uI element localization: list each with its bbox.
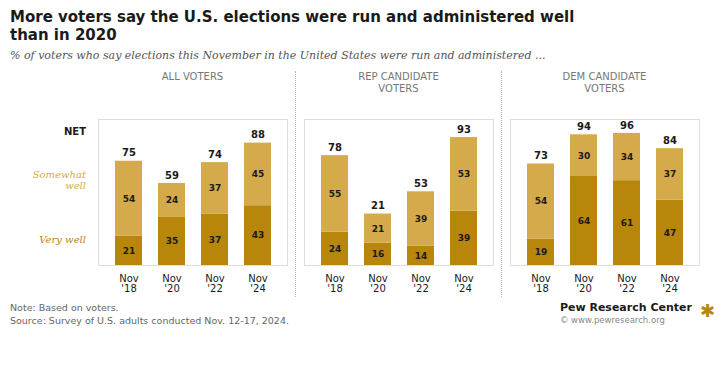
svg-text:Nov'20: Nov'20: [368, 273, 388, 294]
svg-text:88: 88: [251, 129, 265, 140]
svg-text:55: 55: [329, 189, 342, 199]
svg-text:43: 43: [252, 230, 265, 240]
svg-text:73: 73: [534, 150, 548, 161]
svg-text:Nov'24: Nov'24: [248, 273, 268, 294]
svg-text:37: 37: [209, 183, 222, 193]
svg-text:47: 47: [664, 228, 677, 238]
svg-text:Nov'22: Nov'22: [205, 273, 225, 294]
svg-text:Nov'24: Nov'24: [660, 273, 680, 294]
html-text:DEM CANDIDATE VOTERS: DEM CANDIDATE VOTERS: [562, 71, 647, 94]
svg-text:94: 94: [577, 121, 591, 132]
svg-text:14: 14: [415, 251, 428, 261]
svg-text:21: 21: [371, 200, 385, 211]
svg-text:54: 54: [123, 194, 136, 204]
svg-text:37: 37: [664, 169, 677, 179]
svg-text:24: 24: [329, 244, 342, 254]
svg-text:35: 35: [166, 236, 179, 246]
svg-text:64: 64: [578, 216, 591, 226]
svg-text:19: 19: [535, 247, 548, 257]
svg-text:Nov'18: Nov'18: [325, 273, 345, 294]
html-text:© www.pewresearch.org: © www.pewresearch.org: [559, 315, 665, 325]
html-text:% of voters who say elections: % of voters who say elections this Novem…: [10, 49, 546, 62]
html-text:Very well: Very well: [39, 233, 86, 245]
html-text:Note: Based on voters.: Note: Based on voters.: [10, 302, 119, 313]
svg-text:96: 96: [620, 120, 634, 131]
svg-text:54: 54: [535, 196, 548, 206]
svg-text:Nov'18: Nov'18: [531, 273, 551, 294]
svg-text:21: 21: [372, 224, 385, 234]
svg-text:59: 59: [165, 170, 179, 181]
svg-text:37: 37: [209, 235, 222, 245]
html-text:Somewhat well: Somewhat well: [32, 169, 86, 192]
svg-text:Nov'20: Nov'20: [162, 273, 182, 294]
html-text:Source: Survey of U.S. adults: Source: Survey of U.S. adults conducted …: [10, 315, 289, 326]
svg-text:78: 78: [328, 142, 342, 153]
svg-text:Nov'22: Nov'22: [617, 273, 637, 294]
svg-text:Nov'24: Nov'24: [454, 273, 474, 294]
html-text:More voters say the U.S. elect: More voters say the U.S. elections were …: [10, 8, 575, 44]
svg-text:74: 74: [208, 149, 222, 160]
svg-text:39: 39: [458, 233, 471, 243]
svg-text:16: 16: [372, 249, 385, 259]
svg-text:84: 84: [663, 135, 677, 146]
svg-text:Nov'22: Nov'22: [411, 273, 431, 294]
svg-text:24: 24: [166, 195, 179, 205]
svg-text:39: 39: [415, 214, 428, 224]
html-text:REP CANDIDATE VOTERS: REP CANDIDATE VOTERS: [358, 71, 439, 94]
svg-text:21: 21: [123, 246, 136, 256]
svg-text:45: 45: [252, 169, 265, 179]
svg-text:53: 53: [458, 169, 471, 179]
svg-text:Nov'18: Nov'18: [119, 273, 139, 294]
html-text:ALL VOTERS: ALL VOTERS: [161, 71, 224, 82]
html-text:NET: NET: [64, 125, 86, 137]
svg-text:Nov'20: Nov'20: [574, 273, 594, 294]
svg-text:30: 30: [578, 151, 591, 161]
svg-text:75: 75: [122, 147, 136, 158]
html-text:Pew Research Center: Pew Research Center: [559, 301, 692, 314]
svg-text:34: 34: [621, 152, 634, 162]
svg-text:93: 93: [457, 124, 471, 135]
svg-text:53: 53: [414, 178, 428, 189]
svg-text:61: 61: [621, 218, 634, 228]
